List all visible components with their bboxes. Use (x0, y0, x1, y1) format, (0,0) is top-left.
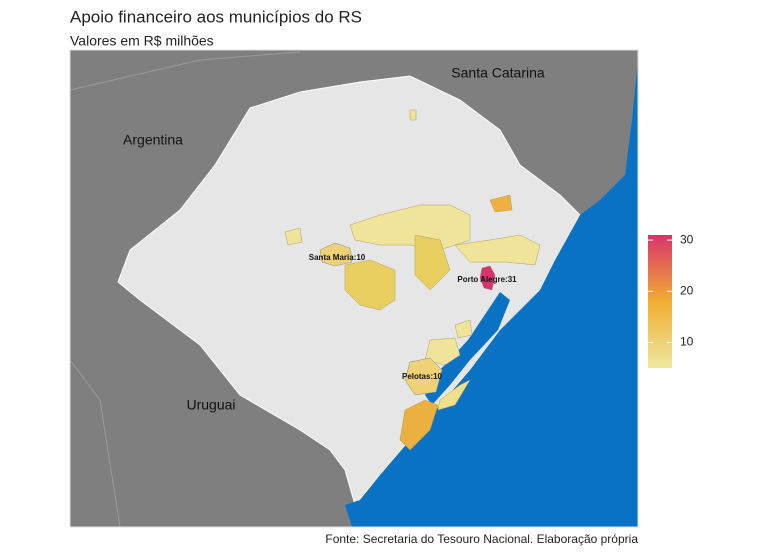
region-label: Santa Catarina (451, 65, 545, 81)
colorbar-label: 20 (680, 283, 694, 297)
ocean (345, 60, 638, 527)
title: Apoio financeiro aos municípios do RS (70, 7, 362, 26)
municipality (479, 265, 496, 291)
value-label: Porto Alegre:31 (457, 275, 517, 284)
region-label: Argentina (123, 132, 183, 148)
value-label: Santa Maria:10 (309, 253, 366, 262)
colorbar-label: 30 (680, 232, 694, 246)
region-label: Uruguai (186, 397, 235, 413)
colorbar-label: 10 (680, 335, 694, 349)
border (70, 51, 301, 527)
municipality (319, 242, 353, 267)
caption: Fonte: Secretaria do Tesouro Nacional. E… (325, 532, 638, 546)
municipalities (284, 109, 541, 451)
map-panel (70, 50, 638, 527)
value-label: Pelotas:10 (402, 372, 443, 381)
highlights: Santa Maria:10 Porto Alegre:31 Pelotas:10 (309, 242, 517, 396)
colorbar-scale (648, 235, 672, 368)
panel-border (69, 49, 639, 528)
subtitle: Valores em R$ milhões (70, 33, 214, 49)
municipality (404, 357, 443, 396)
colorbar: 10 20 30 (648, 232, 694, 368)
lagoa-dos-patos (425, 292, 510, 405)
